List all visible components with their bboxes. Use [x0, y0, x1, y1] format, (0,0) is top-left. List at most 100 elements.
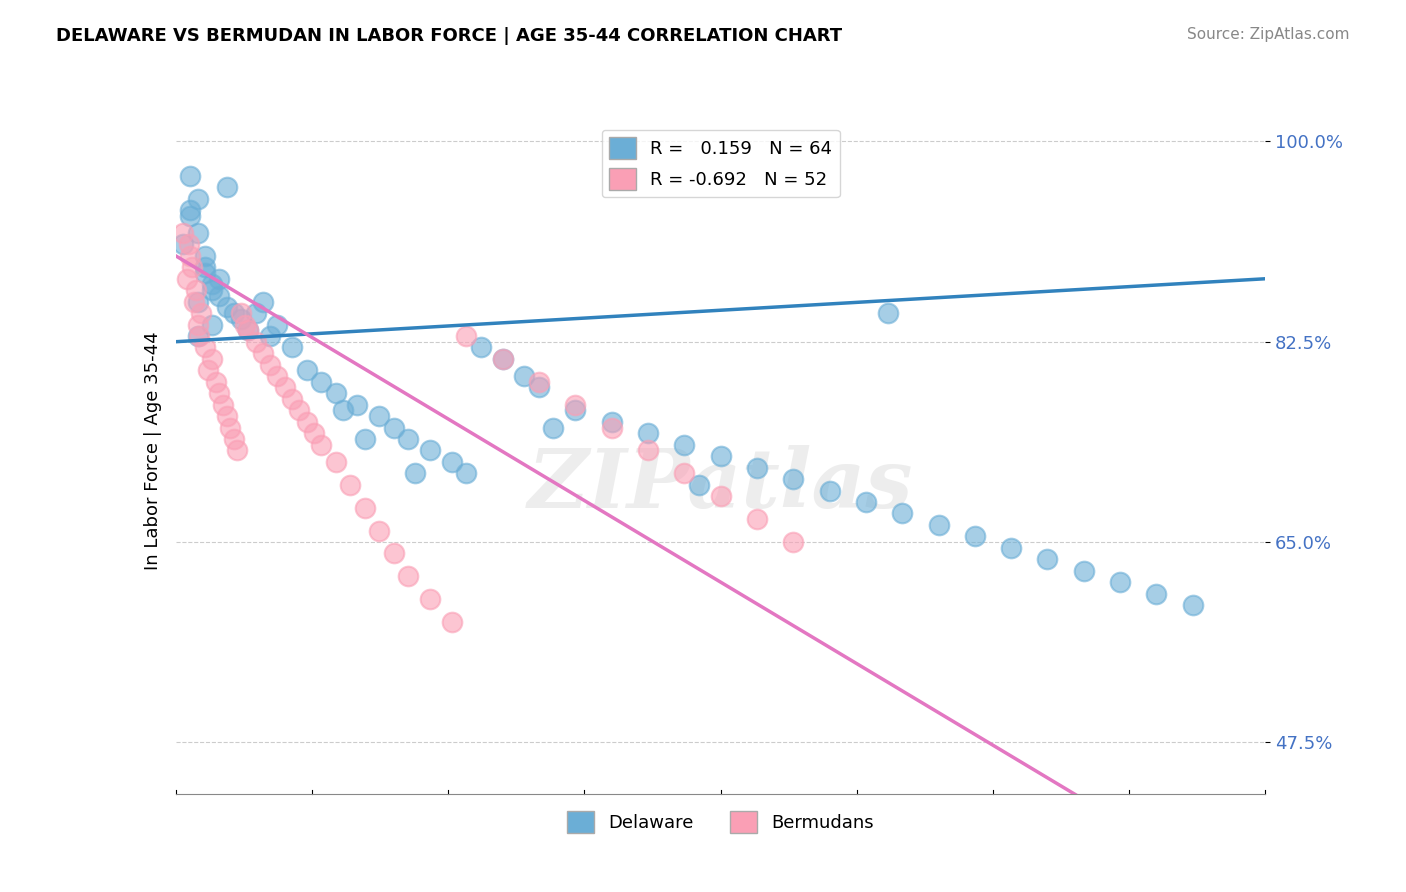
Point: [194, 260, 217, 275]
Point: [492, 351, 515, 366]
Point: [302, 426, 325, 441]
Point: [288, 403, 311, 417]
Point: [353, 500, 375, 515]
Point: [201, 277, 224, 292]
Point: [332, 403, 354, 417]
Point: [219, 420, 242, 434]
Point: [186, 329, 209, 343]
Point: [564, 398, 586, 412]
Point: [382, 420, 405, 434]
Point: [325, 455, 347, 469]
Point: [382, 546, 405, 561]
Point: [281, 340, 304, 354]
Point: [252, 346, 274, 360]
Point: [266, 318, 288, 332]
Point: [368, 409, 391, 424]
Point: [179, 209, 201, 223]
Point: [201, 283, 224, 297]
Point: [201, 351, 224, 366]
Point: [1073, 564, 1095, 578]
Point: [215, 180, 238, 194]
Point: [222, 306, 245, 320]
Point: [179, 249, 201, 263]
Point: [396, 569, 419, 583]
Text: DELAWARE VS BERMUDAN IN LABOR FORCE | AGE 35-44 CORRELATION CHART: DELAWARE VS BERMUDAN IN LABOR FORCE | AG…: [56, 27, 842, 45]
Point: [194, 266, 217, 280]
Point: [245, 334, 267, 349]
Point: [186, 318, 209, 332]
Point: [309, 375, 332, 389]
Point: [266, 369, 288, 384]
Point: [440, 455, 463, 469]
Y-axis label: In Labor Force | Age 35-44: In Labor Force | Age 35-44: [143, 331, 162, 570]
Point: [215, 409, 238, 424]
Point: [470, 340, 492, 354]
Point: [543, 420, 565, 434]
Point: [855, 495, 877, 509]
Point: [688, 478, 710, 492]
Point: [564, 403, 586, 417]
Point: [190, 306, 212, 320]
Point: [172, 237, 194, 252]
Point: [186, 226, 209, 240]
Point: [1146, 586, 1168, 600]
Point: [782, 472, 804, 486]
Point: [184, 283, 207, 297]
Point: [637, 426, 659, 441]
Point: [186, 192, 209, 206]
Point: [527, 380, 550, 394]
Point: [231, 311, 253, 326]
Point: [194, 249, 217, 263]
Point: [208, 289, 231, 303]
Point: [238, 323, 260, 337]
Point: [600, 420, 623, 434]
Point: [492, 351, 515, 366]
Point: [233, 318, 256, 332]
Legend: Delaware, Bermudans: Delaware, Bermudans: [560, 804, 882, 839]
Point: [339, 478, 361, 492]
Point: [180, 260, 202, 275]
Point: [876, 306, 898, 320]
Point: [368, 524, 391, 538]
Point: [309, 438, 332, 452]
Point: [259, 358, 281, 372]
Point: [215, 301, 238, 315]
Point: [226, 443, 249, 458]
Point: [231, 306, 253, 320]
Point: [212, 398, 235, 412]
Point: [186, 294, 209, 309]
Point: [281, 392, 304, 406]
Point: [183, 294, 205, 309]
Point: [405, 467, 427, 481]
Point: [891, 507, 914, 521]
Point: [710, 489, 733, 503]
Point: [295, 415, 318, 429]
Point: [252, 294, 274, 309]
Point: [238, 323, 260, 337]
Point: [419, 443, 441, 458]
Point: [295, 363, 318, 377]
Point: [325, 386, 347, 401]
Point: [346, 398, 368, 412]
Text: Source: ZipAtlas.com: Source: ZipAtlas.com: [1187, 27, 1350, 42]
Point: [259, 329, 281, 343]
Point: [673, 467, 696, 481]
Point: [673, 438, 696, 452]
Point: [274, 380, 297, 394]
Point: [179, 203, 201, 218]
Point: [179, 169, 201, 183]
Point: [194, 340, 217, 354]
Point: [745, 460, 768, 475]
Point: [353, 432, 375, 446]
Point: [396, 432, 419, 446]
Point: [600, 415, 623, 429]
Point: [745, 512, 768, 526]
Point: [456, 467, 478, 481]
Point: [440, 615, 463, 630]
Point: [204, 375, 226, 389]
Point: [1000, 541, 1022, 555]
Text: ZIPatlas: ZIPatlas: [527, 445, 914, 524]
Point: [208, 386, 231, 401]
Point: [419, 592, 441, 607]
Point: [782, 535, 804, 549]
